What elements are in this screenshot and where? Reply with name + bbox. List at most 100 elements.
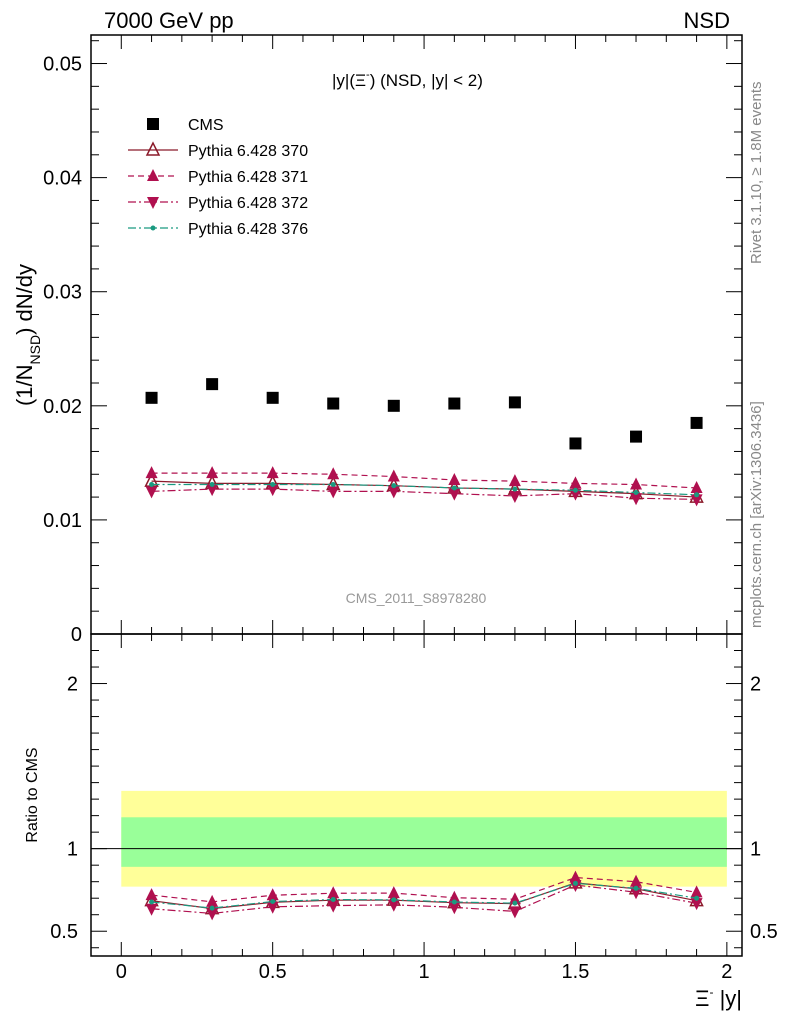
data-point xyxy=(690,494,703,507)
data-point xyxy=(508,490,521,503)
ratio-data-point xyxy=(694,895,700,901)
ratio-y-tick-label-right: 0.5 xyxy=(750,921,778,943)
ratio-bands xyxy=(91,790,742,887)
data-point xyxy=(694,492,700,498)
data-point xyxy=(508,396,521,409)
data-point xyxy=(206,466,219,479)
data-point xyxy=(327,486,340,499)
plot-title: |y|(Ξ-) (NSD, |y| < 2) xyxy=(332,69,483,90)
ratio-data-point xyxy=(448,890,461,903)
ratio-data-point xyxy=(206,908,219,921)
ratio-data-point xyxy=(630,887,643,900)
ratio-data-point xyxy=(327,886,340,899)
x-axis-label-main: Ξ xyxy=(695,986,709,1011)
ratio-y-tick-label-right: 2 xyxy=(750,674,761,696)
data-point xyxy=(630,430,643,443)
ratio-data-point xyxy=(448,902,461,915)
ratio-data-point xyxy=(145,888,158,901)
legend-marker xyxy=(147,169,159,181)
data-point xyxy=(630,493,643,506)
x-tick-label: 0 xyxy=(116,961,127,983)
data-point xyxy=(206,484,219,497)
ratio-series-line xyxy=(151,882,697,909)
data-point xyxy=(266,391,279,404)
data-point xyxy=(569,437,582,450)
data-point xyxy=(387,399,400,412)
ratio-y-axis-label: Ratio to CMS xyxy=(24,747,41,842)
legend-marker xyxy=(150,225,156,231)
y-axis-label: (1/NNSD) dN/dy xyxy=(12,264,43,406)
data-point xyxy=(569,476,582,489)
data-point xyxy=(448,488,461,501)
ratio-data-point xyxy=(206,894,219,907)
data-point xyxy=(508,474,521,487)
ratio-data-point xyxy=(327,900,340,913)
data-point xyxy=(387,469,400,482)
x-tick-label: 0.5 xyxy=(259,961,287,983)
ratio-band-inner xyxy=(121,817,727,867)
legend-marker xyxy=(147,197,159,209)
x-tick-label: 2 xyxy=(721,961,732,983)
legend-marker xyxy=(145,141,161,156)
ratio-y-tick-label: 2 xyxy=(67,674,78,696)
ratio-data-point xyxy=(508,906,521,919)
ratio-panel-frame xyxy=(90,633,743,957)
ratio-data-point xyxy=(266,888,279,901)
ratio-data-point xyxy=(387,899,400,912)
y-axis-label-rest: ) dN/dy xyxy=(12,264,37,335)
ratio-data-point xyxy=(330,897,336,903)
data-point xyxy=(327,397,340,410)
ratio-y-tick-label: 1 xyxy=(67,839,78,861)
legend-marker xyxy=(147,118,159,130)
data-point xyxy=(690,480,703,493)
data-point xyxy=(206,378,219,391)
legend-label: Pythia 6.428 371 xyxy=(188,169,308,186)
ratio-data-point xyxy=(569,870,582,883)
data-point xyxy=(572,487,578,493)
x-axis-label-rest: |y| xyxy=(713,986,742,1011)
ratio-data-point xyxy=(387,886,400,899)
data-point xyxy=(149,482,155,488)
ratio-series-line xyxy=(151,876,697,903)
y-tick-label: 0.04 xyxy=(43,168,82,190)
data-point xyxy=(633,490,639,496)
ratio-data-point xyxy=(572,880,578,886)
ratio-data-point xyxy=(690,898,703,911)
rivet-label: Rivet 3.1.10, ≥ 1.8M events xyxy=(748,82,765,265)
data-point xyxy=(330,482,336,488)
x-axis-label-sup: - xyxy=(709,985,713,999)
data-point xyxy=(145,466,158,479)
data-point xyxy=(266,466,279,479)
ratio-data-point xyxy=(391,897,397,903)
y-tick-label: 0.02 xyxy=(43,396,82,418)
legend-label: Pythia 6.428 370 xyxy=(188,143,308,160)
legend-label: Pythia 6.428 372 xyxy=(188,195,308,212)
data-point xyxy=(209,482,215,488)
y-tick-label: 0.03 xyxy=(43,282,82,304)
axis-ticks: 0 0.5 1 1.5 2 0 0.01 0.02 0.03 0.04 0.05 0.5 0.5 1 1 2 2 xyxy=(43,35,778,983)
data-point xyxy=(569,488,582,501)
ratio-data-point xyxy=(209,905,215,911)
ratio-data-point xyxy=(451,899,457,905)
ratio-data-point xyxy=(270,899,276,905)
ratio-data-point xyxy=(149,899,155,905)
ratio-series-line xyxy=(151,884,697,914)
data-point xyxy=(448,397,461,410)
ratio-y-tick-label-right: 1 xyxy=(750,839,761,861)
series-line xyxy=(151,488,697,500)
data-point xyxy=(270,482,276,488)
ratio-data-point xyxy=(630,874,643,887)
ratio-data-point xyxy=(512,900,518,906)
data-point xyxy=(327,467,340,480)
plot-title-rest: ) (NSD, |y| < 2) xyxy=(370,71,483,90)
data-point xyxy=(512,486,518,492)
legend-label: CMS xyxy=(188,117,224,134)
ratio-series-layer xyxy=(144,870,704,921)
mcplots-label: mcplots.cern.ch [arXiv:1306.3436] xyxy=(748,401,765,628)
data-point xyxy=(690,416,703,429)
data-point xyxy=(451,485,457,491)
header-right: NSD xyxy=(684,8,730,33)
ratio-y-tick-label: 0.5 xyxy=(50,921,78,943)
y-tick-label: 0 xyxy=(71,624,82,646)
